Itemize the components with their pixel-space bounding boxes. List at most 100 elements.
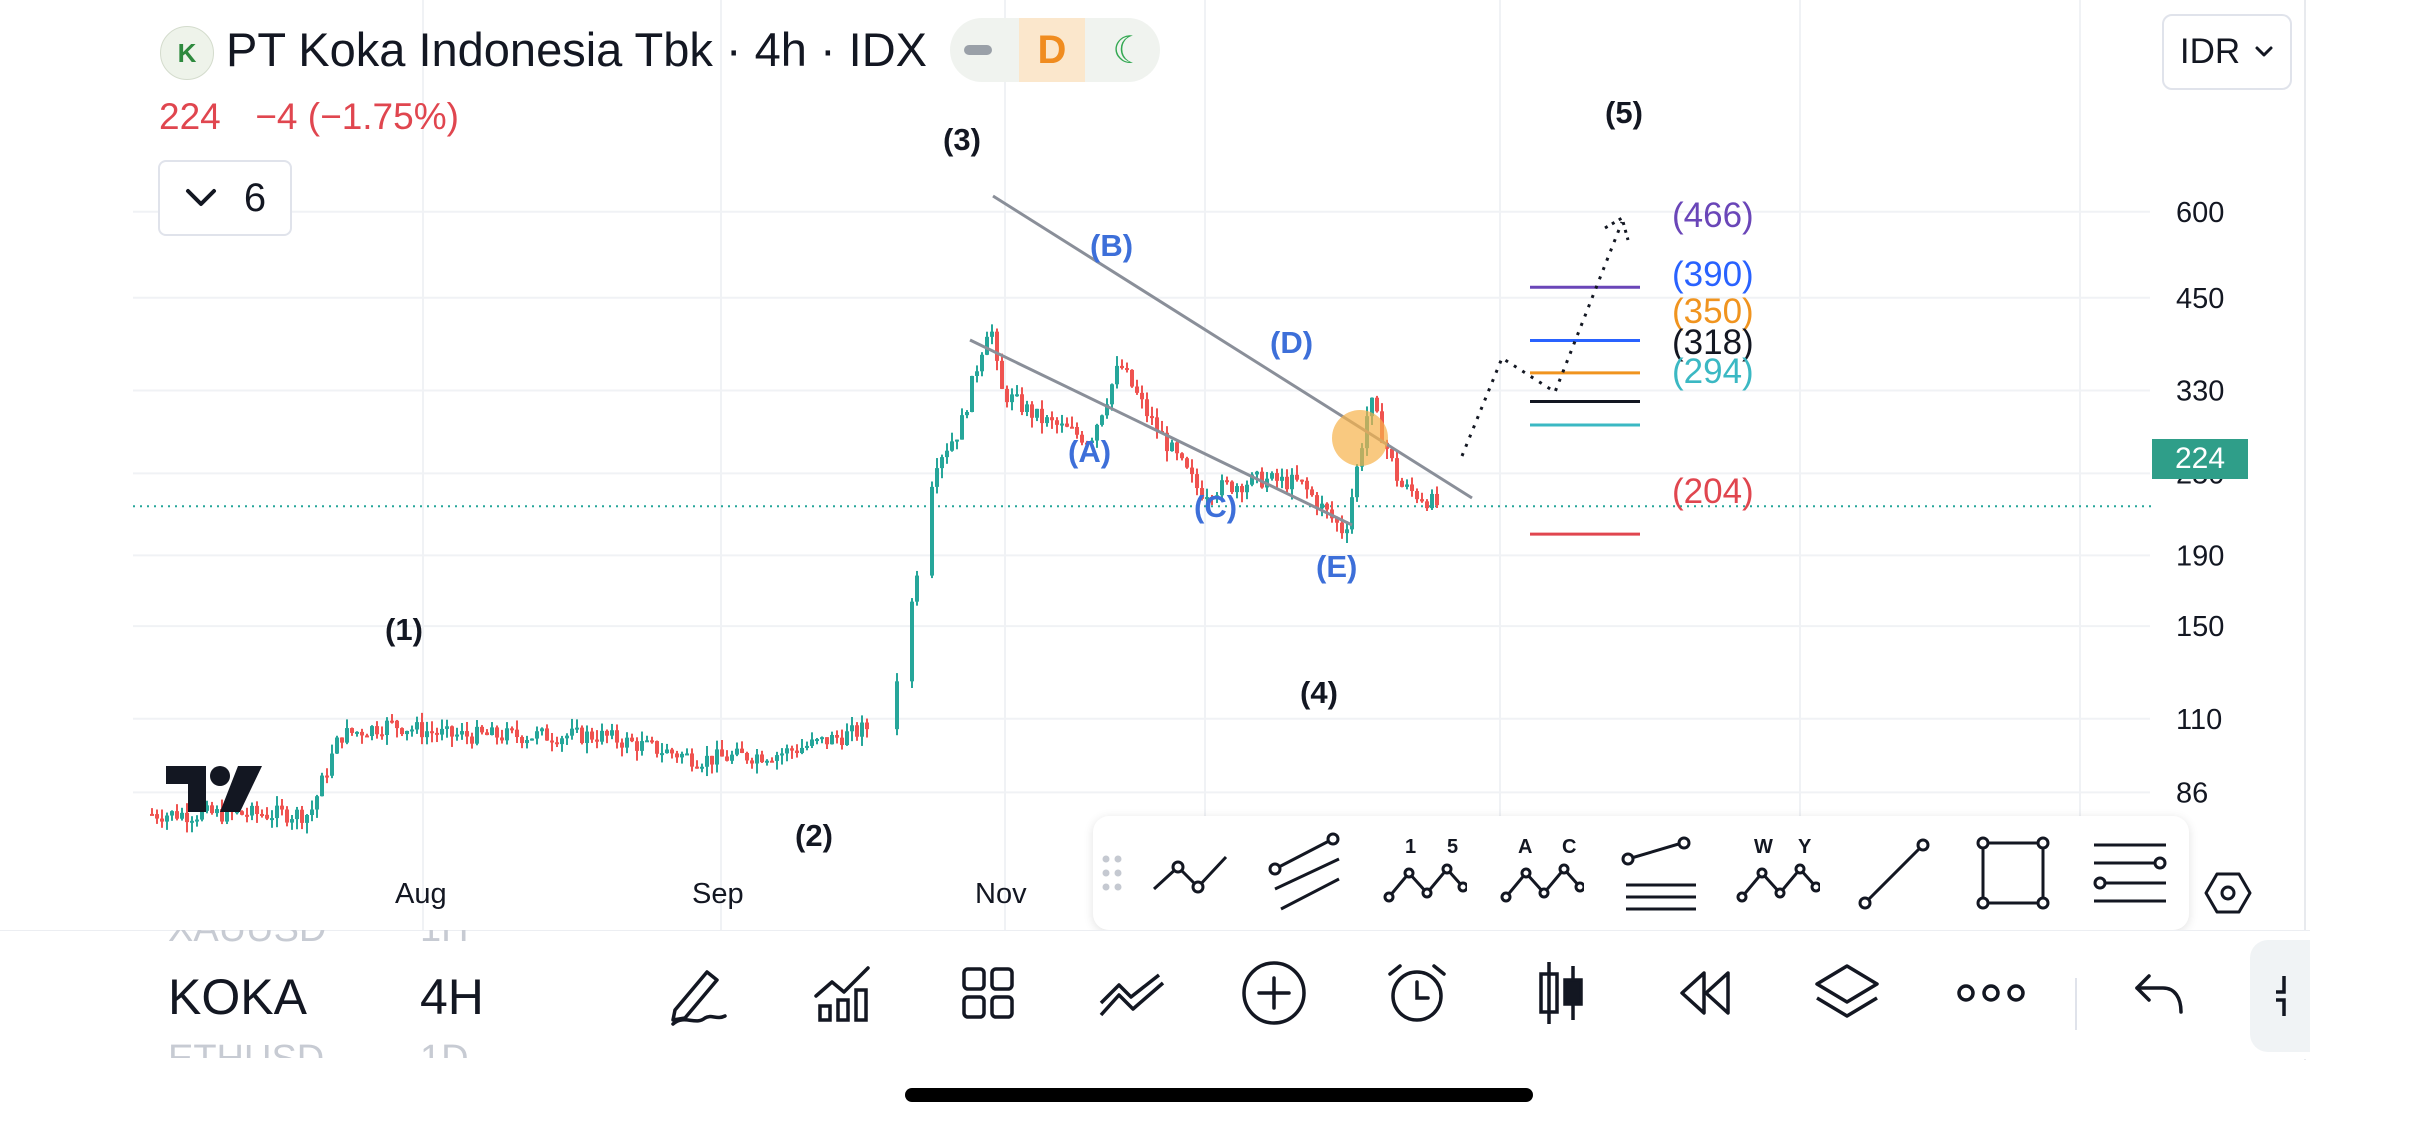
alerts-button[interactable] <box>1380 956 1454 1030</box>
candle-body <box>390 720 394 723</box>
toolbar-drag-handle[interactable] <box>1093 816 1131 930</box>
candle-body <box>770 760 774 763</box>
candle-body <box>200 810 204 820</box>
candle-body <box>1060 423 1064 426</box>
add-button[interactable] <box>1237 956 1311 1030</box>
current-symbol[interactable]: KOKA <box>168 969 307 1025</box>
elliott-impulse-tool[interactable]: 1 5 <box>1366 816 1484 930</box>
candle-body <box>480 726 484 733</box>
indicators-button[interactable] <box>806 956 880 1030</box>
horizontal-lines-icon <box>2093 843 2167 903</box>
candle-body <box>1195 474 1199 489</box>
chart-settings-icon[interactable] <box>2203 868 2253 918</box>
price-tick-label: 330 <box>2176 375 2224 407</box>
price-axis: 60045033025019015011086 <box>2176 197 2224 810</box>
undo-button[interactable] <box>2122 956 2196 1030</box>
candle-body <box>995 331 999 361</box>
chart-type-button[interactable] <box>1524 956 1598 1030</box>
candle-body <box>670 749 674 754</box>
more-button[interactable] <box>1954 956 2028 1030</box>
candle-body <box>440 728 444 735</box>
indicators-toggle-button[interactable]: 6 <box>158 160 292 236</box>
target-label-466: (466) <box>1672 196 1754 235</box>
candle-body <box>845 731 849 746</box>
candle-body <box>655 741 659 754</box>
drawing-tools-button[interactable] <box>661 956 735 1030</box>
currency-select[interactable]: IDR <box>2162 14 2292 90</box>
candle-body <box>1435 493 1439 506</box>
candle-body <box>495 727 499 738</box>
panel-handle[interactable] <box>2250 940 2310 1052</box>
layouts-button[interactable] <box>951 956 1025 1030</box>
target-label-294: (294) <box>1672 352 1754 391</box>
trend-path-tool[interactable] <box>1131 816 1249 930</box>
candle-body <box>735 748 739 755</box>
candle-body <box>635 741 639 751</box>
candle-body <box>1080 434 1084 443</box>
candle-body <box>1225 480 1229 483</box>
current-interval[interactable]: 4H <box>420 969 484 1025</box>
candle-body <box>1390 448 1394 459</box>
candle-body <box>1395 458 1399 481</box>
combo-letter-w: W <box>1754 836 1773 858</box>
elliott-correction-tool[interactable]: A C <box>1484 816 1602 930</box>
candle-body <box>1210 497 1214 500</box>
elliott-double-combo-icon: W Y <box>1736 836 1820 903</box>
trend-line-tool[interactable] <box>1836 816 1954 930</box>
elliott-double-combo-tool[interactable]: W Y <box>1719 816 1837 930</box>
candle-body <box>745 752 749 761</box>
objects-tree-button[interactable] <box>1810 956 1884 1030</box>
impulse-num-1: 1 <box>1405 836 1416 858</box>
candle-body <box>865 722 869 730</box>
candle-body <box>465 731 469 737</box>
candle-body <box>595 739 599 742</box>
wave-label-4: (4) <box>1300 675 1338 710</box>
candle-body <box>375 726 379 735</box>
candle-body <box>190 820 194 823</box>
candle-body <box>185 812 189 823</box>
candle-body <box>835 734 839 738</box>
time-tick-aug: Aug <box>395 878 447 910</box>
candle-body <box>485 732 489 736</box>
candle-body <box>895 681 899 730</box>
ghost-symbol-below: ETHUSD <box>168 1038 324 1058</box>
candle-body <box>975 371 979 376</box>
candle-body <box>1045 417 1049 424</box>
candle-body <box>930 486 934 576</box>
candle-body <box>305 814 309 823</box>
compare-button[interactable] <box>1095 956 1169 1030</box>
candle-body <box>380 734 384 737</box>
symbol-interval-picker[interactable]: XAUUSD 1H KOKA 4H ETHUSD 1D <box>168 930 528 1058</box>
symbol-title[interactable]: PT Koka Indonesia Tbk · 4h · IDX <box>226 23 928 76</box>
candle-body <box>450 726 454 737</box>
candle-body <box>1215 495 1219 499</box>
candle-body <box>1320 503 1324 509</box>
candle-body <box>690 753 694 767</box>
alarm-clock-icon <box>1388 964 1446 1022</box>
candle-body <box>1200 488 1204 499</box>
candle-body <box>1155 417 1159 432</box>
parallel-channel-tool[interactable] <box>1248 816 1366 930</box>
grip-icon <box>1102 855 1122 891</box>
candle-body <box>950 441 954 451</box>
market-status-pill[interactable]: D ☾ <box>950 18 1160 82</box>
candle-body <box>265 814 269 819</box>
wedge-upper-line <box>992 194 1473 500</box>
candle-body <box>1370 397 1374 417</box>
candle-body <box>675 753 679 758</box>
undo-icon <box>2135 974 2183 1014</box>
candle-body <box>620 742 624 748</box>
candle-body <box>705 755 709 767</box>
candle-body <box>300 809 304 823</box>
fib-retracement-tool[interactable] <box>1601 816 1719 930</box>
horizontal-lines-tool[interactable] <box>2071 816 2189 930</box>
candle-body <box>665 749 669 754</box>
rectangle-tool[interactable] <box>1954 816 2072 930</box>
candle-body <box>820 737 824 740</box>
candle-body <box>990 331 994 337</box>
candle-body <box>1250 474 1254 485</box>
candle-body <box>1105 404 1109 416</box>
replay-button[interactable] <box>1668 956 1742 1030</box>
indicators-count: 6 <box>243 175 267 220</box>
